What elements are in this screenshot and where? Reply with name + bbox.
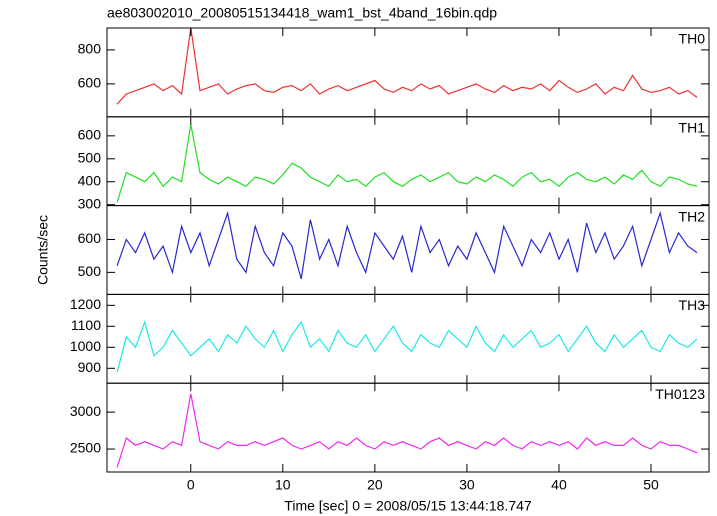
y-tick-label: 600 [78,230,102,246]
x-tick-label: 10 [275,477,291,493]
y-tick-label: 500 [78,263,102,279]
y-tick-label: 500 [78,149,102,165]
x-tick-label: 40 [551,477,567,493]
data-line [116,320,698,373]
panel-frame [106,205,710,295]
y-tick-label: 600 [78,75,102,91]
data-line [116,124,698,203]
y-axis-label: Counts/sec [35,215,51,285]
y-tick-label: 300 [78,195,102,211]
data-line [116,27,698,105]
panel-frame [106,382,710,473]
y-tick-label: 2500 [70,440,101,456]
panel-label: TH0 [679,31,706,47]
panel-label: TH3 [679,297,706,313]
panel-label: TH1 [679,120,706,136]
y-tick-label: 1200 [70,296,101,312]
chart-title: ae803002010_20080515134418_wam1_bst_4ban… [107,5,497,21]
y-tick-label: 900 [78,359,102,375]
y-tick-label: 1100 [71,317,101,333]
x-tick-label: 0 [187,477,195,493]
data-line [116,210,698,280]
y-tick-label: 800 [78,41,102,57]
panel-frame [106,293,710,384]
x-axis-label: Time [sec] 0 = 2008/05/15 13:44:18.747 [284,498,532,514]
y-tick-label: 1000 [70,338,101,354]
y-tick-label: 400 [78,172,102,188]
y-tick-label: 600 [78,127,102,143]
y-tick-label: 3000 [70,403,101,419]
x-tick-label: 30 [459,477,475,493]
data-line [116,393,698,468]
x-tick-label: 20 [367,477,383,493]
panel-label: TH2 [679,208,706,224]
panel-label: TH0123 [655,386,705,402]
x-tick-label: 50 [643,477,659,493]
